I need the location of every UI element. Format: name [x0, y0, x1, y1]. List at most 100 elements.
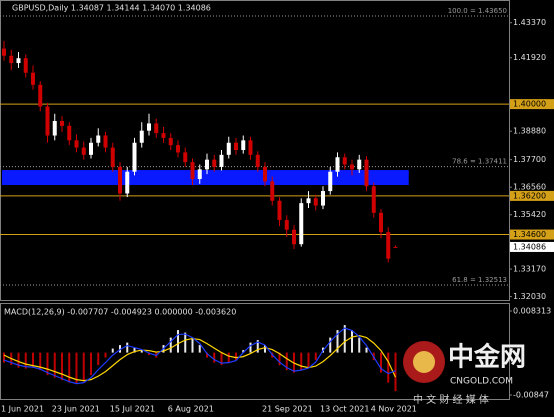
x-tick-label: 4 Nov 2021 [371, 405, 417, 414]
macd-bar [119, 345, 121, 353]
candle-body [60, 121, 64, 126]
candle-body [371, 186, 376, 213]
fib-label: 100.0 = 1.43650 [448, 7, 507, 15]
candle-body [168, 137, 173, 146]
level-label-box [510, 99, 554, 110]
macd-bar [394, 352, 397, 392]
candle-body [45, 106, 50, 136]
candle-body [328, 171, 333, 192]
watermark-tagline: 中 文 财 经 媒 体 [413, 393, 489, 406]
macd-bar [235, 352, 237, 361]
candle-body [263, 166, 267, 182]
candle-body [38, 84, 43, 107]
y-tick-label: 1.38880 [513, 127, 546, 136]
current-price-box [510, 241, 554, 252]
candle-body [110, 147, 115, 167]
macd-bar [32, 352, 34, 368]
current-price-label: 1.34086 [513, 242, 546, 251]
macd-bar [53, 352, 56, 378]
candle-body [74, 140, 79, 148]
macd-bar [343, 325, 346, 353]
y-tick-label: 1.35420 [513, 210, 546, 219]
macd-bar [336, 330, 339, 353]
macd-bar [75, 352, 78, 385]
candle-body [212, 159, 217, 167]
watermark-logo: 中金网 [448, 342, 526, 373]
macd-bar [46, 352, 49, 376]
candle-body [147, 123, 151, 131]
candle-body [299, 203, 304, 245]
macd-bar [177, 330, 179, 353]
macd-bar [300, 352, 303, 371]
macd-bar [111, 348, 114, 353]
level-label-box [510, 190, 554, 201]
candle-body [89, 142, 93, 155]
macd-bar [104, 352, 107, 358]
candle-body [125, 171, 130, 194]
macd-bar [97, 352, 100, 366]
macd-line [3, 334, 397, 382]
macd-bar [278, 352, 281, 366]
fib-label: 78.6 = 1.37411 [452, 158, 507, 166]
chart-title: GBPUSD,Daily 1.34087 1.34144 1.34070 1.3… [12, 4, 211, 13]
macd-bar [307, 352, 310, 368]
macd-bar [314, 352, 317, 361]
candle-body [118, 166, 122, 194]
candle-body [205, 159, 209, 170]
candle-body [197, 169, 202, 179]
candle-body [248, 140, 253, 155]
macd-bar [184, 332, 187, 353]
x-tick-label: 13 Oct 2021 [320, 405, 369, 414]
candle-body [255, 154, 260, 167]
x-tick-label: 21 Sep 2021 [262, 405, 313, 414]
candle-body [364, 159, 369, 187]
macd-bar [133, 347, 136, 353]
candle-body [342, 157, 347, 165]
macd-bar [24, 352, 27, 369]
candle-body [379, 212, 383, 233]
macd-bar [206, 352, 208, 358]
macd-bar [365, 347, 368, 353]
macd-bar [264, 345, 266, 353]
candle-body [277, 200, 282, 221]
macd-bar [3, 352, 5, 363]
x-tick-label: 1 Jun 2021 [1, 405, 44, 414]
candle-body [103, 135, 108, 148]
plot-layer: 1.43370 1.41920 1.38880 1.37700 1.36560 1.354… [0, 7, 554, 414]
candle-body [335, 157, 340, 172]
level-label: 1.34600 [513, 230, 546, 239]
candle-body [9, 55, 14, 64]
candle-body [154, 123, 159, 134]
logo-center [413, 351, 435, 373]
watermark: 中金网 CNGOLD.COM 中 文 财 经 媒 体 [403, 341, 526, 406]
candle-body [393, 246, 398, 248]
macd-bar [90, 352, 92, 376]
y-tick-label: 1.32030 [513, 292, 546, 301]
candle-body [270, 181, 275, 201]
candle-body [31, 72, 35, 85]
macd-bar [191, 337, 194, 353]
macd-bar [227, 352, 230, 363]
candle-body [16, 58, 21, 64]
level-label: 1.40000 [513, 100, 546, 109]
macd-bar [358, 337, 361, 353]
macd-bar [198, 345, 201, 353]
macd-bar [213, 352, 216, 363]
y-tick-label: -0.00847 [513, 390, 549, 399]
zone [2, 170, 409, 186]
x-tick-label: 23 Jun 2021 [52, 405, 100, 414]
candle-body [96, 135, 101, 143]
macd-bar [329, 337, 332, 353]
candle-body [241, 140, 246, 150]
x-tick-label: 15 Jul 2021 [110, 405, 155, 414]
candle-body [386, 232, 391, 259]
macd-bar [249, 342, 252, 353]
candle-body [306, 198, 311, 204]
macd-bar [61, 352, 63, 381]
y-tick-label: 1.41920 [513, 53, 546, 62]
candle-body [321, 191, 325, 206]
fib-label: 61.8 = 1.32513 [452, 276, 507, 284]
candle-body [67, 125, 72, 141]
candle-body [183, 152, 188, 163]
